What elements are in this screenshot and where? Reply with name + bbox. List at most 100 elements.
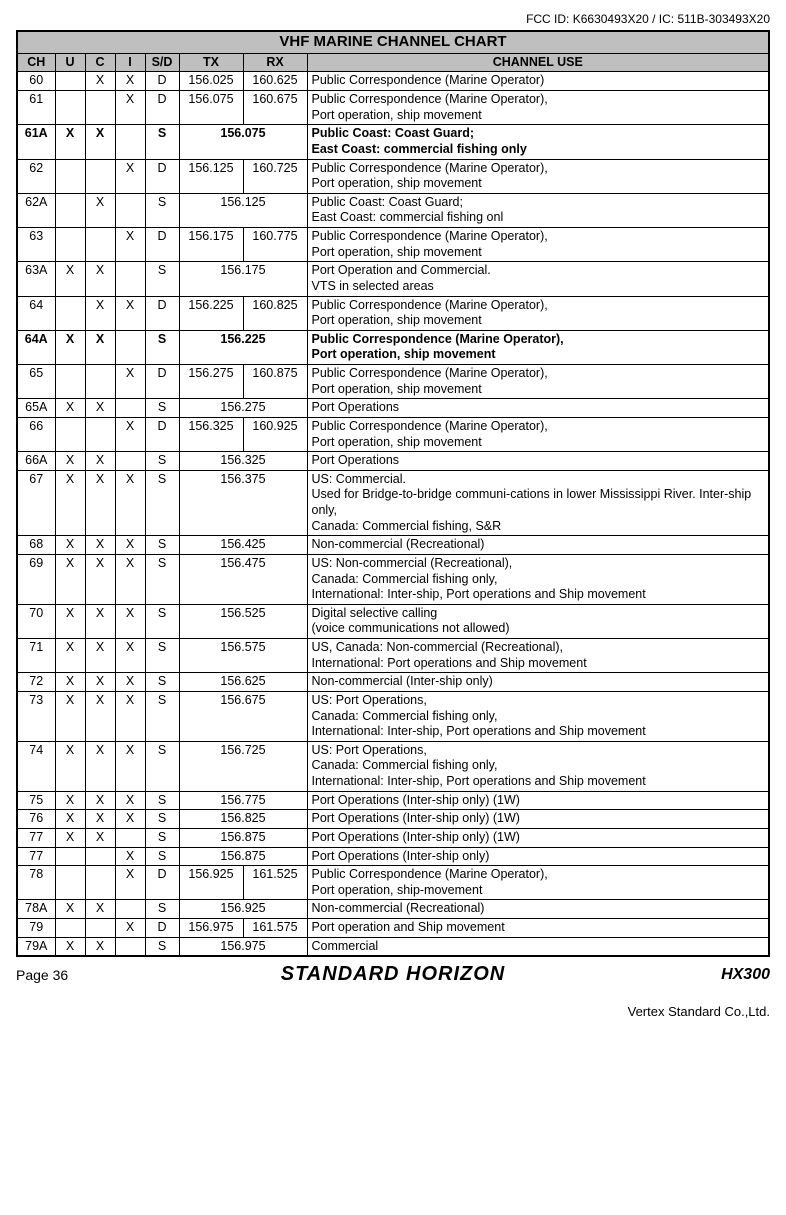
cell-u [55,228,85,262]
cell-i: X [115,470,145,536]
cell-u: X [55,639,85,673]
col-use: CHANNEL USE [307,53,769,72]
cell-u [55,72,85,91]
cell-c: X [85,72,115,91]
cell-tx: 156.925 [179,866,243,900]
cell-sd: S [145,193,179,227]
cell-use: Public Correspondence (Marine Operator),… [307,228,769,262]
cell-i: X [115,604,145,638]
cell-tx: 156.225 [179,296,243,330]
cell-c: X [85,399,115,418]
cell-u: X [55,810,85,829]
cell-tx: 156.175 [179,228,243,262]
cell-ch: 74 [17,741,55,791]
cell-ch: 62A [17,193,55,227]
cell-u: X [55,604,85,638]
cell-i: X [115,72,145,91]
table-row: 62XD156.125160.725Public Correspondence … [17,159,769,193]
cell-freq: 156.875 [179,828,307,847]
cell-u: X [55,900,85,919]
cell-use: Public Correspondence (Marine Operator),… [307,365,769,399]
cell-sd: S [145,399,179,418]
cell-use: Port Operations (Inter-ship only) (1W) [307,810,769,829]
cell-u: X [55,125,85,159]
cell-c: X [85,828,115,847]
cell-sd: D [145,417,179,451]
cell-i [115,262,145,296]
table-row: 76XXXS156.825Port Operations (Inter-ship… [17,810,769,829]
cell-i: X [115,741,145,791]
cell-sd: D [145,365,179,399]
cell-i [115,452,145,471]
cell-use: US: Port Operations,Canada: Commercial f… [307,691,769,741]
cell-u [55,847,85,866]
cell-ch: 62 [17,159,55,193]
cell-sd: D [145,228,179,262]
cell-sd: S [145,452,179,471]
cell-i: X [115,810,145,829]
cell-freq: 156.775 [179,791,307,810]
cell-ch: 61 [17,91,55,125]
cell-u: X [55,828,85,847]
cell-sd: D [145,866,179,900]
cell-sd: S [145,791,179,810]
col-u: U [55,53,85,72]
cell-sd: S [145,828,179,847]
cell-freq: 156.375 [179,470,307,536]
cell-i: X [115,791,145,810]
cell-freq: 156.225 [179,330,307,364]
cell-c: X [85,262,115,296]
cell-use: Public Correspondence (Marine Operator),… [307,296,769,330]
cell-i [115,125,145,159]
cell-ch: 78 [17,866,55,900]
cell-use: Public Correspondence (Marine Operator) [307,72,769,91]
cell-i: X [115,554,145,604]
cell-use: Non-commercial (Recreational) [307,536,769,555]
cell-freq: 156.875 [179,847,307,866]
cell-rx: 160.625 [243,72,307,91]
cell-use: US: Port Operations,Canada: Commercial f… [307,741,769,791]
cell-sd: S [145,125,179,159]
cell-ch: 63A [17,262,55,296]
cell-c: X [85,296,115,330]
cell-sd: S [145,810,179,829]
company-name: Vertex Standard Co.,Ltd. [16,1004,770,1019]
cell-sd: D [145,72,179,91]
cell-u [55,296,85,330]
cell-ch: 75 [17,791,55,810]
table-row: 77XS156.875Port Operations (Inter-ship o… [17,847,769,866]
cell-c [85,866,115,900]
cell-sd: S [145,741,179,791]
cell-freq: 156.425 [179,536,307,555]
col-tx: TX [179,53,243,72]
cell-use: Non-commercial (Recreational) [307,900,769,919]
cell-freq: 156.325 [179,452,307,471]
cell-sd: D [145,919,179,938]
cell-u [55,919,85,938]
cell-u: X [55,791,85,810]
cell-sd: S [145,639,179,673]
table-row: 62AXS156.125Public Coast: Coast Guard;Ea… [17,193,769,227]
cell-c [85,365,115,399]
cell-sd: S [145,554,179,604]
table-row: 60XXD156.025160.625Public Correspondence… [17,72,769,91]
table-row: 63AXXS156.175Port Operation and Commerci… [17,262,769,296]
cell-freq: 156.975 [179,937,307,956]
table-row: 65XD156.275160.875Public Correspondence … [17,365,769,399]
cell-tx: 156.125 [179,159,243,193]
table-row: 64AXXS156.225Public Correspondence (Mari… [17,330,769,364]
cell-c [85,417,115,451]
cell-u [55,193,85,227]
table-row: 67XXXS156.375US: Commercial.Used for Bri… [17,470,769,536]
table-row: 66AXXS156.325Port Operations [17,452,769,471]
cell-i [115,330,145,364]
cell-c: X [85,639,115,673]
cell-u: X [55,554,85,604]
table-row: 68XXXS156.425Non-commercial (Recreationa… [17,536,769,555]
cell-u: X [55,452,85,471]
col-sd: S/D [145,53,179,72]
cell-ch: 79A [17,937,55,956]
cell-c: X [85,536,115,555]
cell-ch: 70 [17,604,55,638]
table-title: VHF MARINE CHANNEL CHART [17,31,769,53]
